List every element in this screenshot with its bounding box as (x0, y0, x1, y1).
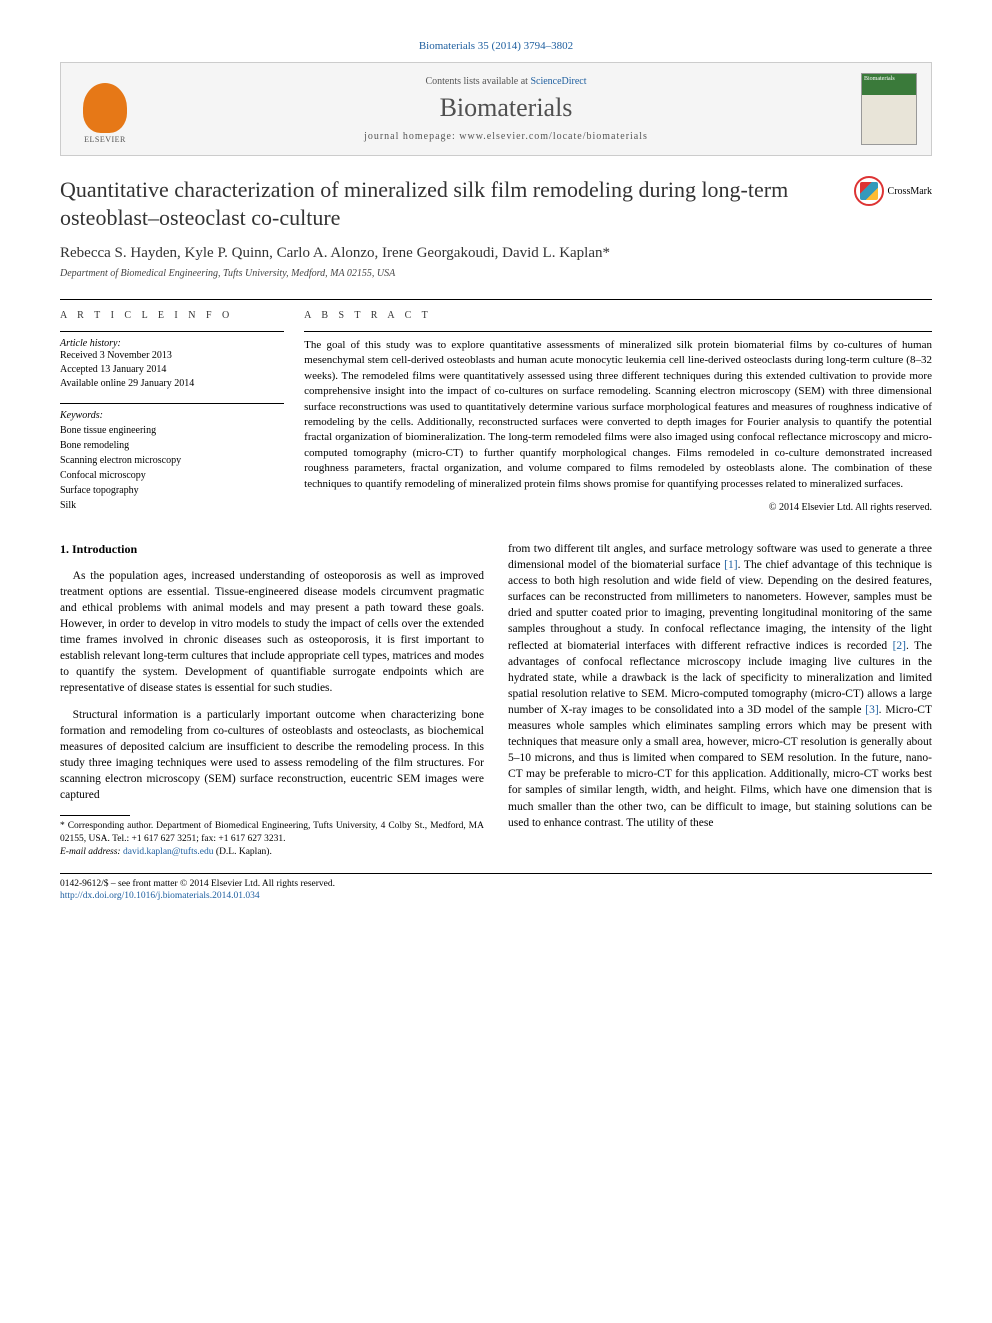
contents-prefix: Contents lists available at (425, 76, 530, 87)
doi-link[interactable]: http://dx.doi.org/10.1016/j.biomaterials… (60, 890, 932, 903)
section-heading: 1. Introduction (60, 541, 484, 558)
email-suffix: (D.L. Kaplan). (214, 847, 272, 857)
issn-line: 0142-9612/$ – see front matter © 2014 El… (60, 878, 932, 891)
keywords-label: Keywords: (60, 410, 284, 421)
body-paragraph: As the population ages, increased unders… (60, 568, 484, 697)
abstract-heading: A B S T R A C T (304, 310, 932, 321)
crossmark-icon (854, 176, 884, 206)
keyword: Bone tissue engineering (60, 423, 284, 438)
body-text: . Micro-CT measures whole samples which … (508, 704, 932, 829)
body-text: . The chief advantage of this technique … (508, 559, 932, 651)
footnote-text: * Corresponding author. Department of Bi… (60, 821, 484, 844)
header-citation: Biomaterials 35 (2014) 3794–3802 (60, 40, 932, 52)
abstract: A B S T R A C T The goal of this study w… (304, 310, 932, 513)
accepted-date: Accepted 13 January 2014 (60, 363, 284, 377)
online-date: Available online 29 January 2014 (60, 377, 284, 391)
reference-link[interactable]: [2] (893, 640, 906, 652)
article-info: A R T I C L E I N F O Article history: R… (60, 310, 304, 513)
left-column: 1. Introduction As the population ages, … (60, 541, 484, 859)
right-column: from two different tilt angles, and surf… (508, 541, 932, 859)
body-paragraph: Structural information is a particularly… (60, 707, 484, 804)
email-link[interactable]: david.kaplan@tufts.edu (123, 847, 214, 857)
homepage-prefix: journal homepage: (364, 131, 459, 142)
elsevier-tree-icon (83, 83, 127, 133)
journal-banner: ELSEVIER Contents lists available at Sci… (60, 62, 932, 156)
history-label: Article history: (60, 338, 121, 349)
keyword: Surface topography (60, 483, 284, 498)
keyword: Scanning electron microscopy (60, 453, 284, 468)
crossmark-label: CrossMark (888, 186, 932, 197)
reference-link[interactable]: [1] (724, 559, 737, 571)
footer-bar: 0142-9612/$ – see front matter © 2014 El… (60, 873, 932, 904)
abstract-text: The goal of this study was to explore qu… (304, 331, 932, 492)
article-info-heading: A R T I C L E I N F O (60, 310, 284, 321)
sciencedirect-link[interactable]: ScienceDirect (530, 76, 586, 87)
affiliation: Department of Biomedical Engineering, Tu… (60, 268, 932, 279)
contents-line: Contents lists available at ScienceDirec… (151, 76, 861, 87)
reference-link[interactable]: [3] (865, 704, 878, 716)
keyword: Bone remodeling (60, 438, 284, 453)
journal-cover-thumb: Biomaterials (861, 73, 917, 145)
keyword: Silk (60, 498, 284, 513)
article-title: Quantitative characterization of mineral… (60, 176, 834, 231)
elsevier-logo: ELSEVIER (75, 74, 135, 144)
crossmark-badge[interactable]: CrossMark (854, 176, 932, 206)
email-label: E-mail address: (60, 847, 123, 857)
homepage-line: journal homepage: www.elsevier.com/locat… (151, 131, 861, 142)
abstract-copyright: © 2014 Elsevier Ltd. All rights reserved… (304, 502, 932, 513)
homepage-url[interactable]: www.elsevier.com/locate/biomaterials (459, 131, 648, 142)
received-date: Received 3 November 2013 (60, 349, 284, 363)
body-paragraph: from two different tilt angles, and surf… (508, 541, 932, 831)
keyword: Confocal microscopy (60, 468, 284, 483)
elsevier-label: ELSEVIER (84, 135, 126, 144)
journal-name: Biomaterials (151, 93, 861, 123)
authors: Rebecca S. Hayden, Kyle P. Quinn, Carlo … (60, 245, 932, 262)
corresponding-author-footnote: * Corresponding author. Department of Bi… (60, 820, 484, 858)
footnote-rule (60, 815, 130, 816)
